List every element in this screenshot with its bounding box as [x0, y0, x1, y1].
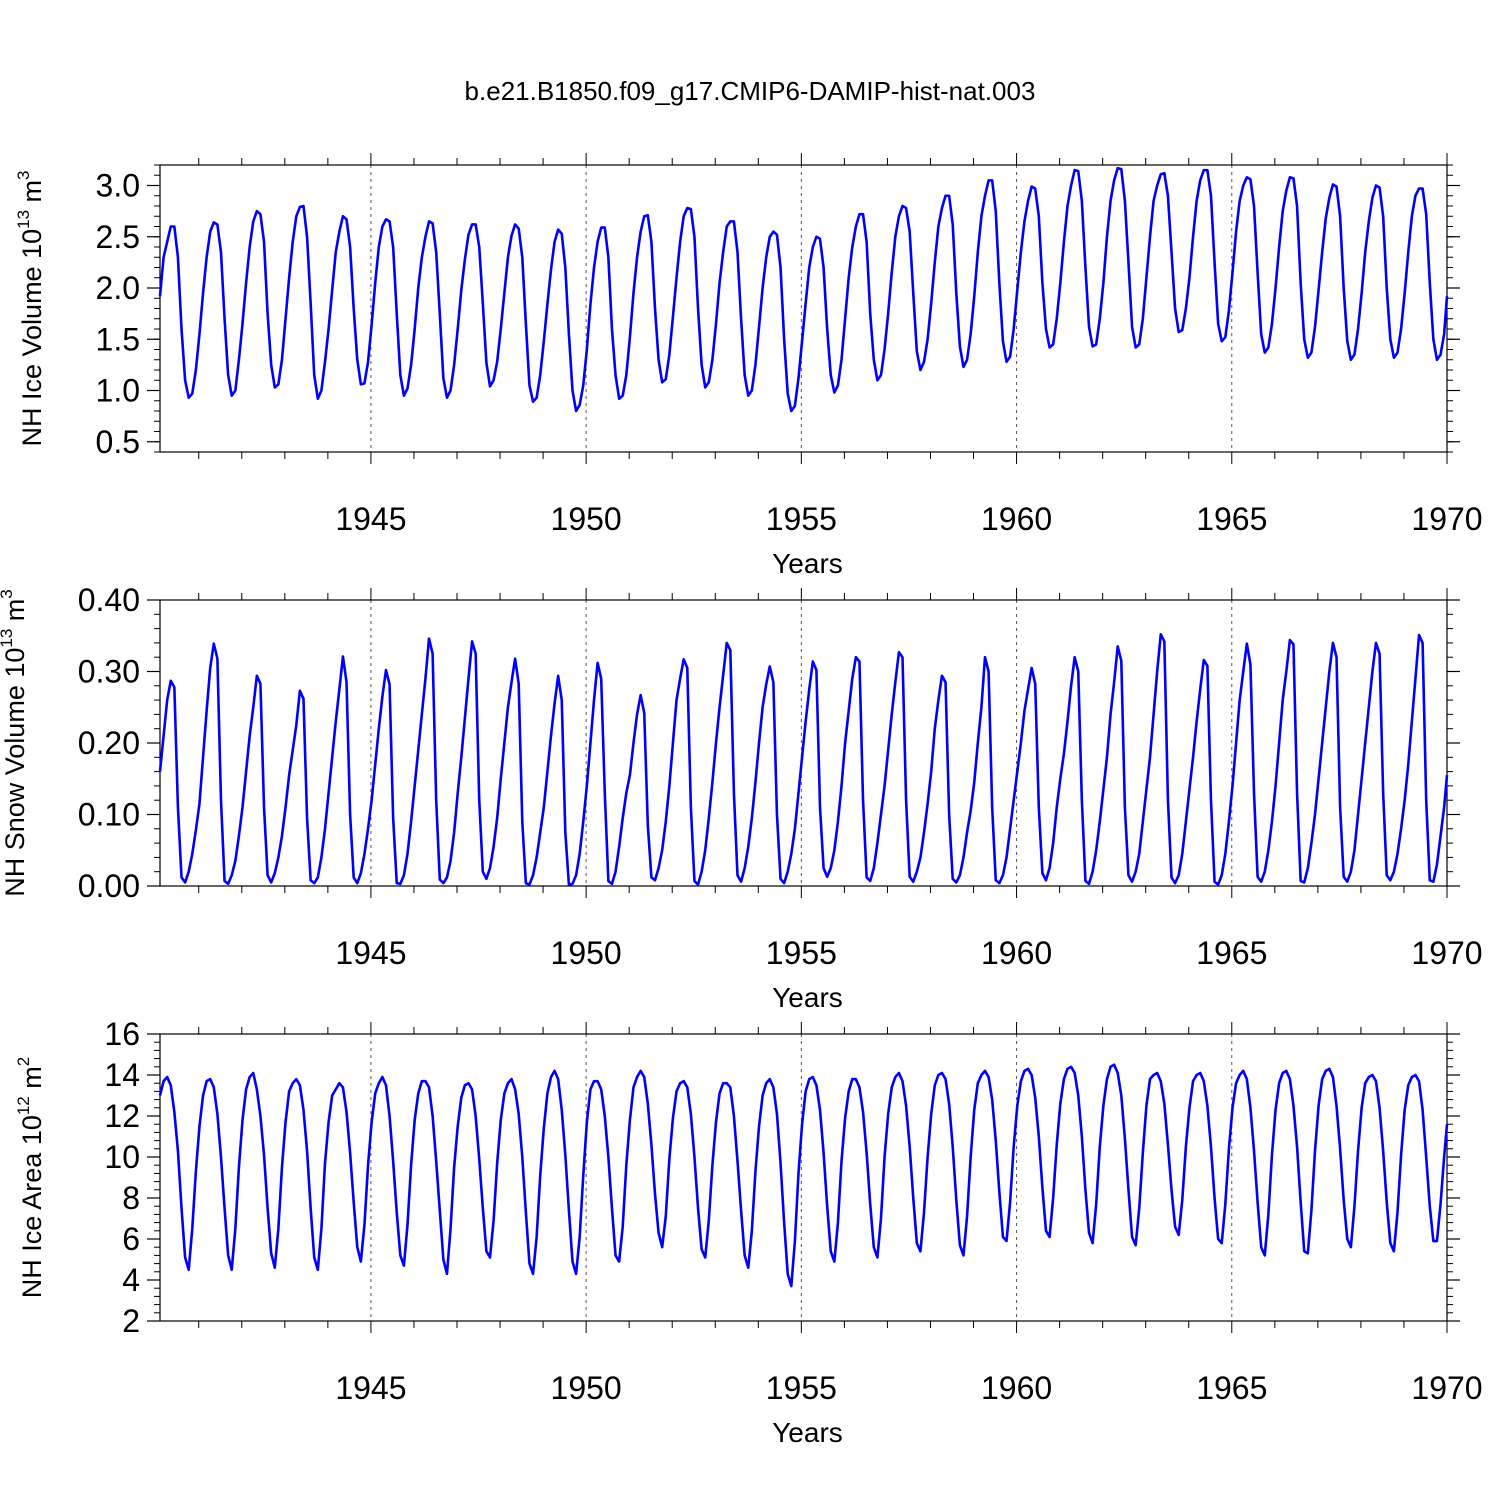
- ice-volume-panel: 0.5 1.0 1.5 2.0 2.5 3.0 1945 1950 1955 1960 1965 19…: [14, 153, 1483, 579]
- snow-volume-xtick-label: 1955: [766, 935, 837, 971]
- ice-area-ytick-label: 6: [122, 1221, 140, 1257]
- snow-volume-ytick-label: 0.10: [78, 797, 140, 833]
- ice-area-xtick-label: 1950: [551, 1370, 622, 1406]
- snow-volume-ytick-label: 0.20: [78, 725, 140, 761]
- ice-area-ylabel-part: 2: [14, 1057, 33, 1066]
- ice-area-ytick-label: 8: [122, 1180, 140, 1216]
- ice-area-ylabel-part: NH Ice Area 10: [17, 1115, 47, 1298]
- panels: 0.5 1.0 1.5 2.0 2.5 3.0 1945 1950 1955 1960 1965 19…: [0, 153, 1483, 1448]
- snow-volume-ytick-label: 0.30: [78, 654, 140, 690]
- ice-area-xtick-label: 1945: [335, 1370, 406, 1406]
- ice-area-ytick-label: 12: [104, 1098, 140, 1134]
- snow-volume-ylabel-part: NH Snow Volume 10: [0, 648, 30, 897]
- ice-area-series-line: [158, 1063, 1449, 1288]
- ice-volume-xtick-label: 1945: [335, 501, 406, 537]
- ice-volume-xlabel: Years: [772, 548, 843, 579]
- figure-title: b.e21.B1850.f09_g17.CMIP6-DAMIP-hist-nat…: [465, 76, 1036, 106]
- ice-area-xtick-label: 1955: [766, 1370, 837, 1406]
- snow-volume-series-line: [158, 633, 1449, 886]
- ice-area-ytick-label: 16: [104, 1016, 140, 1052]
- ice-area-ytick-label: 10: [104, 1139, 140, 1175]
- ice-volume-xtick-label: 1965: [1196, 501, 1267, 537]
- ice-area-panel: 2 4 6 8 10 12 14 16 1945 1950 1955 1960 1965 1970 Year…: [14, 1016, 1483, 1448]
- ice-volume-ytick-label: 1.5: [96, 321, 140, 357]
- ice-volume-ytick-label: 1.0: [96, 373, 140, 409]
- snow-volume-ylabel: NH Snow Volume 1013 m3: [0, 589, 30, 897]
- ice-volume-ytick-label: 2.0: [96, 270, 140, 306]
- ice-area-xlabel: Years: [772, 1417, 843, 1448]
- ice-volume-ylabel-part: m: [17, 180, 47, 210]
- ice-area-ylabel-part: m: [17, 1066, 47, 1096]
- snow-volume-xtick-label: 1970: [1411, 935, 1482, 971]
- ice-area-ytick-label: 4: [122, 1262, 140, 1298]
- ice-area-ylabel-part: 12: [14, 1096, 33, 1115]
- snow-volume-ylabel-part: 3: [0, 589, 16, 598]
- ice-volume-xtick-label: 1955: [766, 501, 837, 537]
- ice-area-ylabel: NH Ice Area 1012 m2: [14, 1057, 47, 1298]
- ice-volume-xtick-label: 1950: [551, 501, 622, 537]
- ice-volume-ylabel: NH Ice Volume 1013 m3: [14, 171, 47, 447]
- ice-area-frame: [159, 1033, 1448, 1322]
- ice-volume-ytick-label: 0.5: [96, 424, 140, 460]
- ice-volume-ylabel-part: 3: [14, 171, 33, 180]
- ice-volume-series-line: [158, 166, 1449, 413]
- ice-area-xtick-label: 1970: [1411, 1370, 1482, 1406]
- ice-area-xtick-label: 1965: [1196, 1370, 1267, 1406]
- snow-volume-ylabel-part: m: [0, 599, 30, 629]
- ice-volume-ytick-label: 3.0: [96, 168, 140, 204]
- ice-area-xtick-label: 1960: [981, 1370, 1052, 1406]
- ice-volume-ylabel-part: 13: [14, 210, 33, 229]
- snow-volume-xtick-label: 1965: [1196, 935, 1267, 971]
- snow-volume-xtick-label: 1950: [551, 935, 622, 971]
- ice-area-ytick-label: 14: [104, 1057, 140, 1093]
- snow-volume-xtick-label: 1960: [981, 935, 1052, 971]
- ice-volume-ytick-label: 2.5: [96, 219, 140, 255]
- ice-volume-ylabel-part: NH Ice Volume 10: [17, 229, 47, 447]
- ice-area-ytick-label: 2: [122, 1303, 140, 1339]
- snow-volume-panel: 0.00 0.10 0.20 0.30 0.40 1945 1950 1955 1960 1965…: [0, 582, 1483, 1013]
- snow-volume-ytick-label: 0.00: [78, 868, 140, 904]
- snow-volume-xlabel: Years: [772, 982, 843, 1013]
- snow-volume-ytick-label: 0.40: [78, 582, 140, 618]
- snow-volume-xtick-label: 1945: [335, 935, 406, 971]
- ice-volume-xtick-label: 1970: [1411, 501, 1482, 537]
- snow-volume-ylabel-part: 13: [0, 629, 16, 648]
- ice-volume-xtick-label: 1960: [981, 501, 1052, 537]
